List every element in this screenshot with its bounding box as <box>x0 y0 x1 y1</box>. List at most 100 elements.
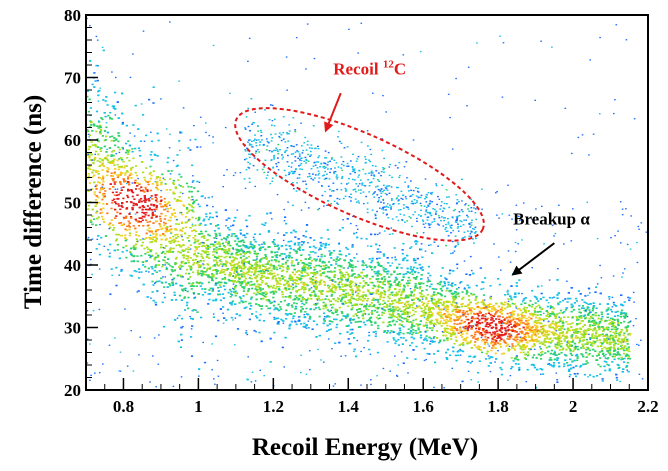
heatmap-bin <box>539 314 542 316</box>
heatmap-bin <box>506 338 509 340</box>
heatmap-bin <box>191 325 194 327</box>
heatmap-bin <box>246 281 249 284</box>
heatmap-bin <box>393 247 396 249</box>
heatmap-bin <box>110 172 113 174</box>
heatmap-bin <box>314 247 317 249</box>
heatmap-bin <box>612 331 615 334</box>
heatmap-bin <box>465 329 468 332</box>
heatmap-bin <box>389 313 392 316</box>
heatmap-bin <box>542 334 545 337</box>
heatmap-bin <box>125 238 128 241</box>
heatmap-bin <box>323 271 326 273</box>
heatmap-bin <box>426 294 429 296</box>
heatmap-bin <box>453 323 456 325</box>
heatmap-bin <box>288 325 291 327</box>
heatmap-bin <box>104 100 107 102</box>
heatmap-bin <box>438 314 441 317</box>
heatmap-bin <box>433 336 436 338</box>
heatmap-bin <box>476 317 479 320</box>
heatmap-bin <box>412 331 415 334</box>
heatmap-bin <box>523 315 526 317</box>
heatmap-bin <box>407 303 410 306</box>
heatmap-bin <box>575 297 578 300</box>
heatmap-bin <box>481 340 484 342</box>
heatmap-bin <box>288 312 291 315</box>
heatmap-bin <box>474 317 477 320</box>
heatmap-bin <box>568 348 572 350</box>
heatmap-bin <box>620 358 623 361</box>
heatmap-bin <box>521 311 524 314</box>
heatmap-bin <box>625 347 629 350</box>
heatmap-bin <box>183 309 187 311</box>
heatmap-bin <box>117 168 120 171</box>
heatmap-bin <box>253 329 256 332</box>
heatmap-bin <box>406 320 409 323</box>
heatmap-bin <box>485 341 488 343</box>
heatmap-bin <box>127 196 130 199</box>
heatmap-bin <box>138 188 141 190</box>
heatmap-bin <box>201 288 204 290</box>
heatmap-bin <box>285 282 288 285</box>
heatmap-bin <box>599 373 602 375</box>
heatmap-bin <box>304 286 307 289</box>
heatmap-bin <box>591 309 594 312</box>
heatmap-bin <box>398 291 401 293</box>
heatmap-bin <box>156 200 159 203</box>
heatmap-bin <box>501 361 504 364</box>
heatmap-bin <box>218 234 221 237</box>
heatmap-bin <box>405 301 408 303</box>
heatmap-bin <box>166 208 170 210</box>
heatmap-bin <box>237 280 240 282</box>
heatmap-bin <box>574 347 577 349</box>
heatmap-bin <box>170 170 173 172</box>
heatmap-bin <box>442 302 445 304</box>
heatmap-bin <box>300 311 303 313</box>
heatmap-bin <box>581 299 584 301</box>
heatmap-bin <box>371 310 374 312</box>
heatmap-bin <box>218 284 221 286</box>
heatmap-bin <box>522 299 525 302</box>
heatmap-bin <box>111 161 114 163</box>
heatmap-bin <box>213 244 216 246</box>
heatmap-bin <box>117 203 120 205</box>
heatmap-bin <box>606 308 609 311</box>
heatmap-bin <box>552 353 555 355</box>
heatmap-bin <box>340 253 343 256</box>
heatmap-bin <box>470 310 473 313</box>
heatmap-bin <box>608 335 611 338</box>
heatmap-bin <box>117 205 120 207</box>
heatmap-bin <box>530 335 533 338</box>
heatmap-bin <box>155 199 158 202</box>
heatmap-bin <box>312 245 315 248</box>
heatmap-bin <box>426 329 429 332</box>
heatmap-bin <box>120 224 123 227</box>
heatmap-bin <box>175 229 178 231</box>
heatmap-bin <box>288 288 291 290</box>
heatmap-bin <box>583 301 586 303</box>
heatmap-bin <box>447 284 450 286</box>
heatmap-bin <box>592 306 595 309</box>
heatmap-bin <box>459 316 462 319</box>
heatmap-bin <box>254 270 257 272</box>
heatmap-bin <box>523 348 526 350</box>
heatmap-bin <box>615 376 618 379</box>
heatmap-bin <box>581 354 584 356</box>
heatmap-bin <box>259 277 263 279</box>
heatmap-bin <box>335 326 338 329</box>
heatmap-bin <box>471 316 474 318</box>
heatmap-bin <box>205 269 208 272</box>
heatmap-bin <box>381 311 384 314</box>
heatmap-bin <box>98 182 101 184</box>
heatmap-bin <box>424 312 427 315</box>
heatmap-bin <box>521 339 524 342</box>
heatmap-bin <box>136 255 139 257</box>
heatmap-bin <box>130 275 133 277</box>
heatmap-bin <box>185 304 189 307</box>
heatmap-bin <box>465 293 468 295</box>
heatmap-bin <box>582 307 585 309</box>
heatmap-bin <box>412 295 415 297</box>
heatmap-bin <box>484 336 487 338</box>
heatmap-bin <box>199 285 202 287</box>
heatmap-bin <box>258 244 261 246</box>
heatmap-bin <box>187 296 190 299</box>
